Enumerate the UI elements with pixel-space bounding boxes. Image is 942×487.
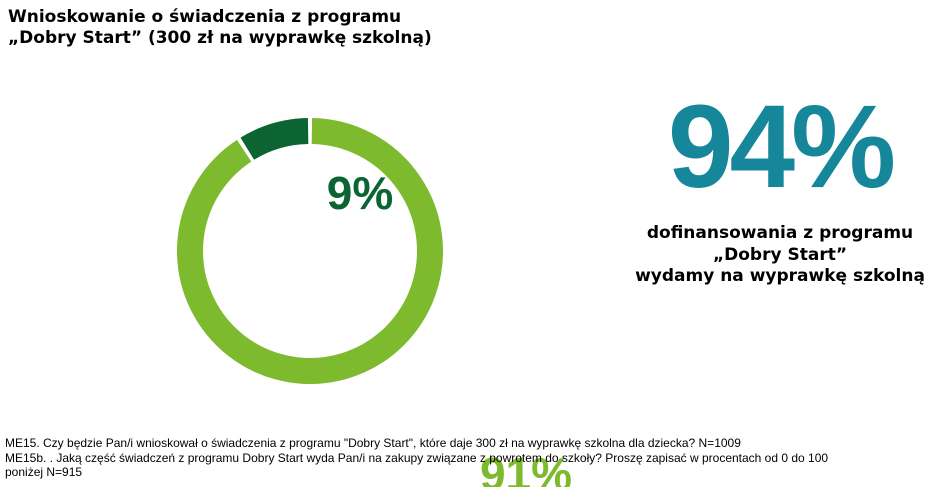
- donut-segment-91pct: [177, 118, 443, 384]
- donut-svg: [177, 118, 443, 384]
- footnote-line-me15: ME15. Czy będzie Pan/i wnioskował o świa…: [5, 436, 741, 450]
- footnote-line-me15b: ME15b. . Jaką część świadczeń z programu…: [5, 450, 829, 465]
- highlight-caption: dofinansowania z programu „Dobry Start” …: [635, 223, 925, 286]
- slide-title: Wnioskowanie o świadczenia z programu „D…: [8, 7, 432, 48]
- donut-chart: 9% 91%: [160, 101, 572, 487]
- donut-label-small-slice: 9%: [326, 167, 394, 219]
- donut-segment-9pct: [240, 118, 309, 160]
- donut-label-big-slice: 91%: [479, 448, 573, 487]
- highlight-value: 94%: [667, 81, 896, 213]
- footnote: ME15. Czy będzie Pan/i wnioskował o świa…: [5, 436, 828, 480]
- footnote-line-base: poniżej N=915: [5, 465, 83, 479]
